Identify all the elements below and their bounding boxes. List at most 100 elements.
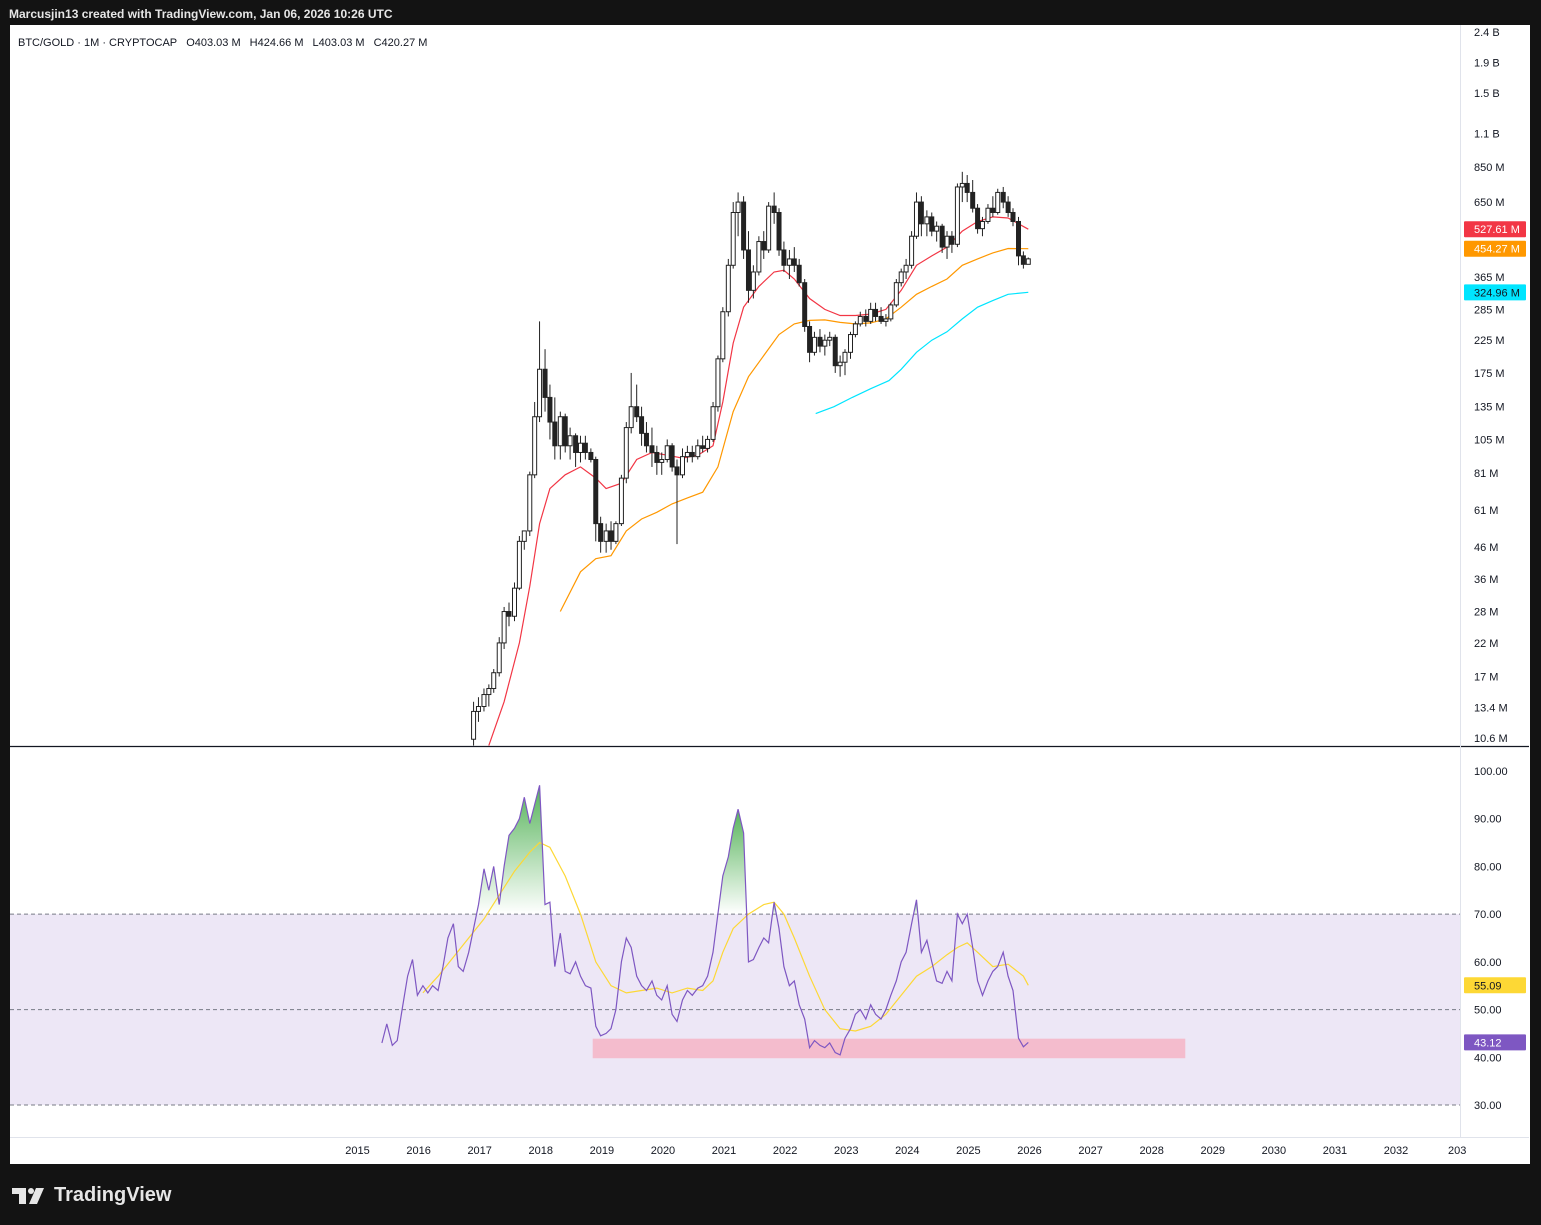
candle[interactable] [898,268,904,287]
candle[interactable] [929,212,935,237]
candle[interactable] [944,231,950,259]
candle[interactable] [781,241,787,272]
candle[interactable] [542,349,548,412]
candle[interactable] [659,452,665,475]
candle[interactable] [893,279,899,308]
candle[interactable] [588,448,594,463]
candle[interactable] [827,331,833,347]
ma-cyan-badge[interactable]: 324.96 M [1464,284,1526,301]
candle[interactable] [491,669,497,693]
candle[interactable] [807,321,813,363]
candle[interactable] [964,175,970,203]
candle[interactable] [486,684,492,707]
candle[interactable] [639,406,645,446]
candle[interactable] [1020,251,1026,269]
candle[interactable] [598,516,604,553]
candle[interactable] [684,445,690,463]
candle[interactable] [700,435,706,453]
candle[interactable] [532,401,538,479]
candle[interactable] [643,422,649,453]
candle[interactable] [1005,196,1011,217]
ma-red-line[interactable] [488,216,1029,746]
candle[interactable] [776,208,782,256]
candle[interactable] [837,355,843,377]
candle[interactable] [720,307,726,363]
candle[interactable] [512,582,518,622]
candle[interactable] [521,530,527,550]
candle[interactable] [735,192,741,237]
candle[interactable] [695,439,701,460]
candle[interactable] [628,372,634,434]
ma-orange-line[interactable] [559,247,1029,612]
candle[interactable] [475,697,481,722]
chart-area[interactable]: 2.4 B 1.9 B 1.5 B 1.1 B 850 M 650 M 365 M 285 M… [10,25,1530,1164]
candle[interactable] [1016,216,1022,266]
chart-canvas[interactable]: 2.4 B 1.9 B 1.5 B 1.1 B 850 M 650 M 365 M 285 M… [10,25,1530,1164]
rsi-line[interactable] [381,785,1029,1056]
candle[interactable] [913,192,919,239]
rsi-ma-badge[interactable]: 55.09 [1464,977,1526,994]
candle[interactable] [959,171,965,203]
candle[interactable] [995,188,1001,215]
candle[interactable] [918,196,924,237]
candle[interactable] [766,202,772,253]
candle[interactable] [771,192,777,224]
candle[interactable] [817,329,823,353]
candle[interactable] [985,204,991,224]
candle[interactable] [822,334,828,356]
candle[interactable] [725,258,731,317]
ma-red-badge[interactable]: 527.61 M [1464,221,1526,238]
candle[interactable] [741,196,747,259]
candle[interactable] [1025,257,1031,265]
candle[interactable] [654,445,660,475]
candle[interactable] [705,435,711,453]
candle[interactable] [848,331,854,359]
candle[interactable] [537,321,543,423]
candle[interactable] [924,210,930,237]
candle[interactable] [562,413,568,453]
candle[interactable] [939,223,945,253]
rsi-ma-line[interactable] [422,841,1029,1032]
candle[interactable] [970,180,976,213]
candle[interactable] [593,456,599,542]
candle[interactable] [750,265,756,299]
candle[interactable] [516,536,522,591]
candle[interactable] [979,216,985,237]
rsi-badge[interactable]: 43.12 [1464,1034,1526,1051]
ma-cyan-line[interactable] [815,291,1029,415]
candle[interactable] [883,314,889,327]
candle[interactable] [649,427,655,467]
candle[interactable] [710,401,716,442]
candle[interactable] [715,355,721,412]
candle[interactable] [573,433,579,467]
candle[interactable] [557,411,563,460]
candle[interactable] [873,302,879,322]
candle[interactable] [664,439,670,463]
support-zone[interactable] [592,1038,1186,1059]
candle[interactable] [934,221,940,242]
candle[interactable] [623,422,629,484]
ma-orange-badge[interactable]: 454.27 M [1464,240,1526,257]
candle[interactable] [868,302,874,324]
candle[interactable] [975,204,981,234]
tradingview-logo[interactable]: TradingView [12,1184,171,1207]
candle[interactable] [613,521,619,545]
candle[interactable] [689,445,695,463]
candle[interactable] [954,183,960,248]
legend-symbol[interactable]: BTC/GOLD · 1M · CRYPTOCAP [18,37,178,49]
candle[interactable] [577,435,583,463]
candle[interactable] [949,231,955,253]
candle[interactable] [674,459,680,545]
candle[interactable] [501,606,507,649]
candle[interactable] [680,448,686,479]
candle[interactable] [852,321,858,338]
candle[interactable] [842,349,848,376]
candle[interactable] [618,474,624,527]
candle[interactable] [634,384,640,423]
candle[interactable] [791,247,797,272]
candle[interactable] [878,307,884,324]
candle[interactable] [832,334,838,373]
candle[interactable] [786,249,792,280]
candle[interactable] [481,688,487,712]
candle[interactable] [603,523,609,553]
